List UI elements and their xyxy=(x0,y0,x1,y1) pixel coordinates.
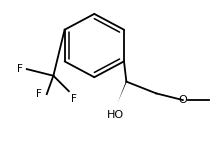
Text: F: F xyxy=(17,64,22,74)
Text: F: F xyxy=(37,89,42,99)
Text: O: O xyxy=(179,95,187,105)
Text: HO: HO xyxy=(107,110,124,120)
Polygon shape xyxy=(118,82,127,103)
Text: F: F xyxy=(71,94,77,104)
